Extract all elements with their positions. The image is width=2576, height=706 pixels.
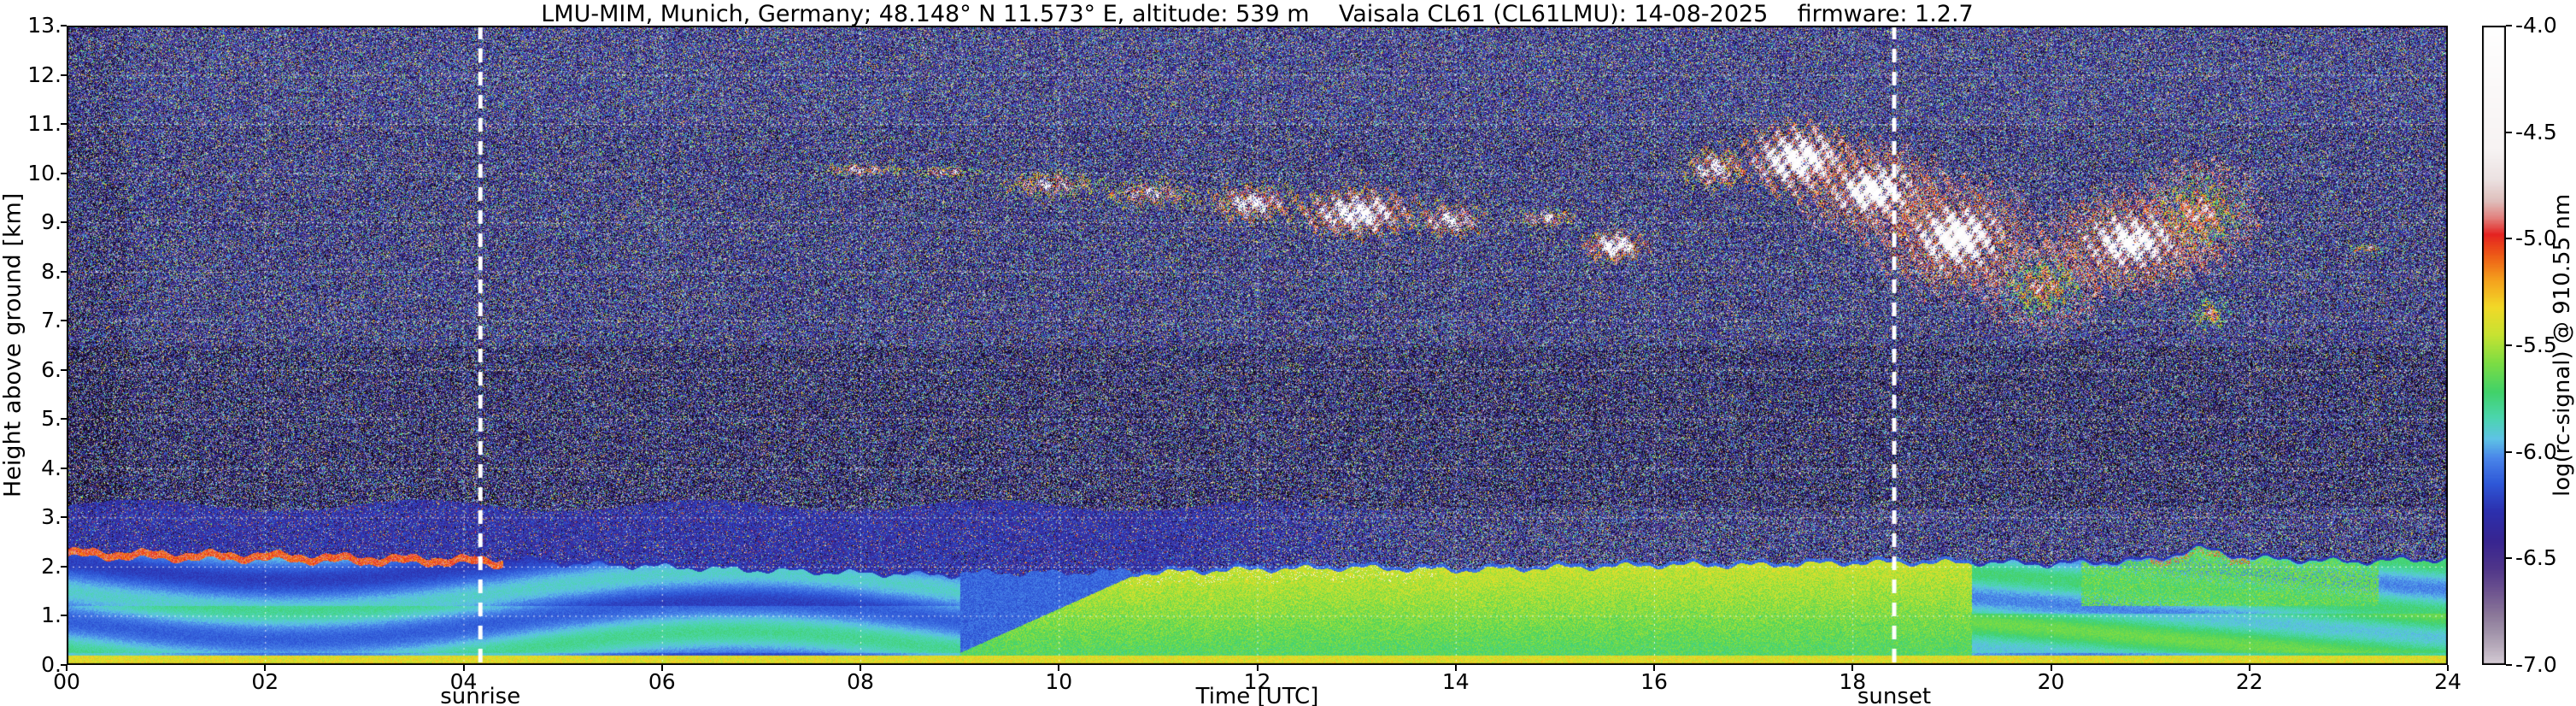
y-tick-mark bbox=[61, 74, 67, 76]
y-tick-label: 8. bbox=[7, 261, 62, 283]
sunset-label: sunset bbox=[1826, 684, 1963, 706]
y-tick-label: 12. bbox=[7, 64, 62, 86]
y-tick-mark bbox=[61, 271, 67, 273]
y-tick-mark bbox=[61, 25, 67, 26]
colorbar-tick-mark bbox=[2506, 25, 2512, 26]
y-tick-label: 2. bbox=[7, 556, 62, 578]
y-tick-label: 10. bbox=[7, 162, 62, 185]
y-tick-label: 13. bbox=[7, 15, 62, 37]
colorbar-tick-mark bbox=[2506, 132, 2512, 133]
sunrise-label: sunrise bbox=[412, 684, 549, 706]
heatmap-canvas bbox=[67, 26, 2448, 665]
y-tick-mark bbox=[61, 418, 67, 420]
y-tick-label: 4. bbox=[7, 457, 62, 479]
y-tick-label: 1. bbox=[7, 604, 62, 627]
y-tick-label: 3. bbox=[7, 506, 62, 528]
colorbar-tick-mark bbox=[2506, 451, 2512, 453]
y-tick-label: 7. bbox=[7, 309, 62, 332]
colorbar-tick-mark bbox=[2506, 557, 2512, 559]
y-tick-mark bbox=[61, 320, 67, 321]
y-tick-mark bbox=[61, 615, 67, 616]
chart-title: LMU-MIM, Munich, Germany; 48.148° N 11.5… bbox=[67, 1, 2448, 27]
y-tick-mark bbox=[61, 468, 67, 469]
colorbar-canvas bbox=[2482, 26, 2506, 665]
y-tick-label: 9. bbox=[7, 211, 62, 233]
y-tick-mark bbox=[61, 566, 67, 568]
figure-root: LMU-MIM, Munich, Germany; 48.148° N 11.5… bbox=[0, 0, 2576, 706]
y-tick-label: 11. bbox=[7, 113, 62, 135]
y-tick-label: 5. bbox=[7, 408, 62, 430]
y-tick-label: 6. bbox=[7, 359, 62, 381]
y-tick-mark bbox=[61, 369, 67, 371]
y-tick-mark bbox=[61, 123, 67, 125]
colorbar-tick-mark bbox=[2506, 664, 2512, 666]
colorbar-tick-mark bbox=[2506, 238, 2512, 239]
y-tick-mark bbox=[61, 173, 67, 174]
colorbar-label: log(rc-signal) @ 910.55 nm bbox=[2550, 26, 2574, 665]
colorbar-tick-mark bbox=[2506, 344, 2512, 346]
y-tick-mark bbox=[61, 221, 67, 223]
y-tick-mark bbox=[61, 516, 67, 518]
